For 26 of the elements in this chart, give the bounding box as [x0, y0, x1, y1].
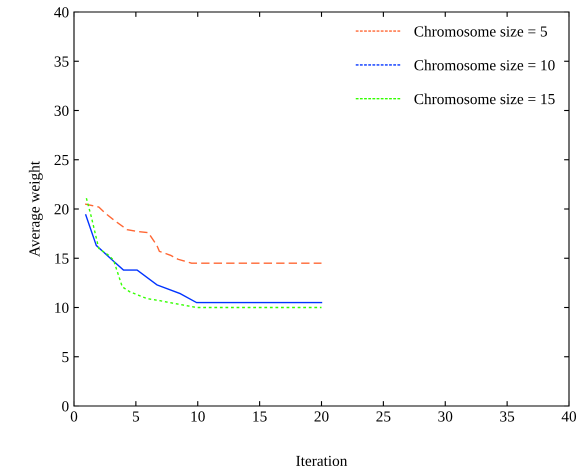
y-tick-label: 0 — [62, 401, 69, 412]
y-tick-label: 25 — [54, 154, 69, 166]
y-tick-label: 40 — [54, 7, 69, 18]
line-series — [84, 203, 322, 264]
x-tick-label: 10 — [191, 411, 205, 422]
x-tick-label: 0 — [70, 411, 78, 422]
y-tick-label: 10 — [55, 302, 69, 313]
y-tick-label: 35 — [54, 56, 69, 67]
y-tick-label: 30 — [54, 106, 69, 116]
y-tick-label: 5 — [62, 352, 69, 362]
line-series — [85, 214, 322, 304]
legend-label: Chromosome size = 5 — [414, 26, 548, 37]
x-tick-label: 15 — [253, 411, 267, 422]
y-tick-label: 15 — [55, 253, 69, 264]
y-tick-label: 20 — [54, 204, 69, 214]
x-tick-label: 30 — [438, 411, 452, 422]
x-tick-label: 5 — [132, 411, 140, 422]
x-tick-label: 25 — [376, 411, 390, 422]
x-axis-title: Iteration — [296, 456, 348, 466]
line-series — [86, 197, 322, 308]
x-tick-label: 20 — [314, 411, 329, 422]
legend-label: Chromosome size = 10 — [414, 60, 555, 70]
legend-label: Chromosome size = 15 — [414, 93, 555, 104]
y-axis-title: Average weight — [28, 161, 43, 257]
x-tick-label: 35 — [500, 411, 514, 422]
x-tick-label: 40 — [562, 411, 576, 422]
